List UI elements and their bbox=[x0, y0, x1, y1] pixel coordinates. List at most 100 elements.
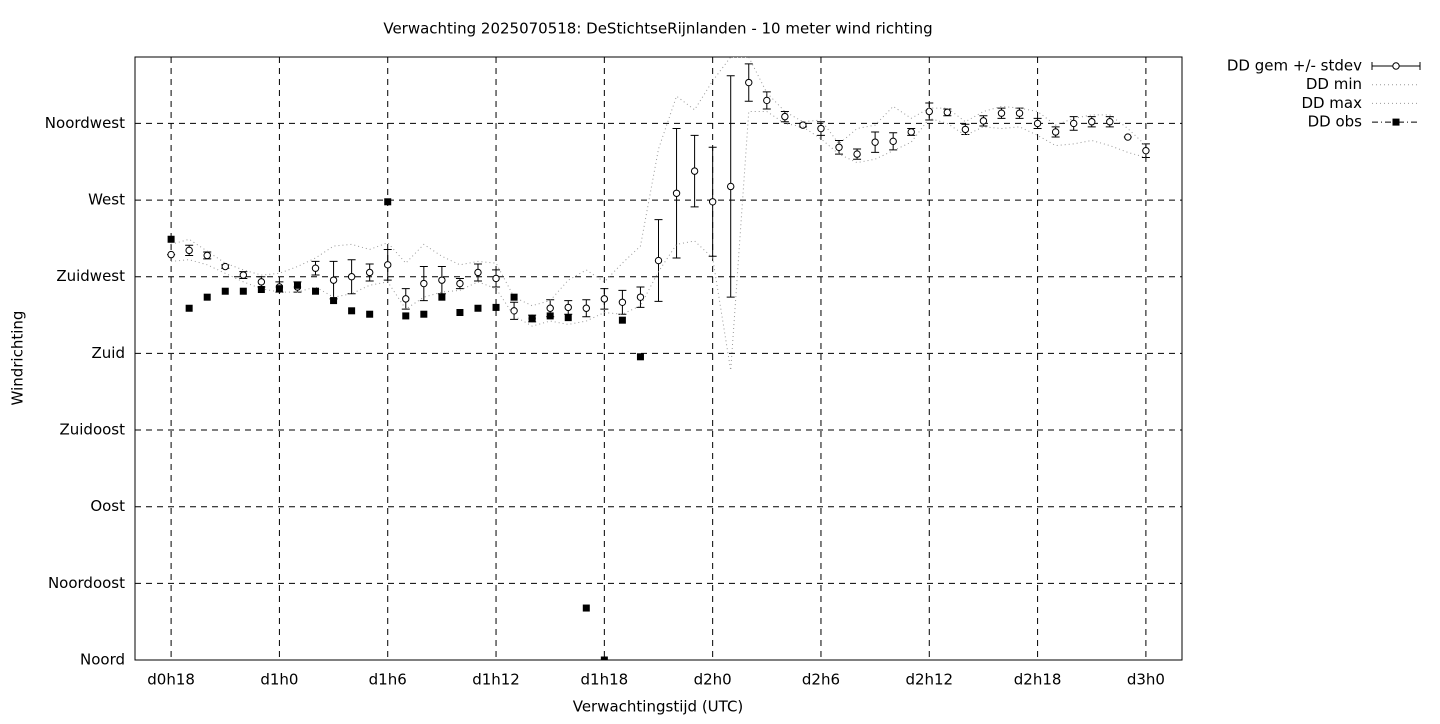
point bbox=[438, 276, 446, 284]
point bbox=[239, 271, 248, 279]
point bbox=[456, 279, 464, 288]
point bbox=[365, 268, 374, 277]
x-tick-label: d2h12 bbox=[905, 671, 953, 689]
point bbox=[348, 307, 356, 315]
point bbox=[546, 304, 554, 312]
point bbox=[528, 314, 536, 322]
x-tick-label: d1h12 bbox=[472, 671, 520, 689]
point bbox=[636, 353, 644, 361]
point bbox=[1051, 128, 1060, 136]
point bbox=[221, 287, 229, 295]
point bbox=[564, 314, 572, 322]
point bbox=[654, 256, 663, 265]
point bbox=[564, 303, 572, 312]
x-tick-label: d2h18 bbox=[1014, 671, 1062, 689]
point bbox=[329, 276, 338, 284]
chart-title: Verwachting 2025070518: DeStichtseRijnla… bbox=[383, 20, 932, 38]
point bbox=[871, 138, 879, 146]
point bbox=[312, 287, 320, 295]
x-tick-label: d1h0 bbox=[260, 671, 298, 689]
point bbox=[203, 293, 211, 301]
point bbox=[257, 278, 266, 286]
plot-area bbox=[167, 57, 1150, 660]
point bbox=[582, 604, 590, 612]
point bbox=[582, 304, 590, 312]
point bbox=[492, 274, 500, 283]
point bbox=[835, 143, 843, 151]
point bbox=[474, 304, 482, 312]
point bbox=[889, 137, 897, 146]
point bbox=[275, 285, 283, 293]
point bbox=[347, 273, 356, 281]
point bbox=[384, 261, 392, 269]
point bbox=[167, 235, 175, 243]
point bbox=[167, 250, 175, 259]
point bbox=[546, 312, 554, 320]
x-tick-label: d3h0 bbox=[1127, 671, 1165, 689]
x-tick-label: d2h6 bbox=[802, 671, 840, 689]
point bbox=[492, 303, 500, 311]
point bbox=[203, 251, 211, 260]
point bbox=[672, 189, 681, 197]
x-tick-label: d1h18 bbox=[581, 671, 629, 689]
point bbox=[925, 107, 933, 116]
legend-label: DD min bbox=[1306, 75, 1362, 93]
point bbox=[727, 182, 735, 191]
point bbox=[600, 295, 609, 303]
point bbox=[510, 307, 518, 315]
point bbox=[781, 112, 789, 121]
y-tick-label: Zuidoost bbox=[59, 421, 125, 439]
point bbox=[600, 656, 608, 660]
point bbox=[456, 309, 464, 317]
point bbox=[1142, 146, 1150, 155]
y-tick-label: Noordoost bbox=[48, 574, 125, 592]
point bbox=[185, 304, 193, 312]
legend-swatch bbox=[1392, 118, 1400, 126]
legend-label: DD gem +/- stdev bbox=[1227, 57, 1362, 75]
point bbox=[221, 262, 229, 271]
point bbox=[1015, 109, 1024, 117]
point bbox=[510, 293, 518, 301]
point bbox=[293, 281, 301, 289]
x-tick-label: d2h0 bbox=[694, 671, 732, 689]
point bbox=[257, 286, 265, 294]
x-tick-label: d1h6 bbox=[369, 671, 407, 689]
point bbox=[402, 295, 410, 303]
point bbox=[1124, 133, 1132, 141]
point bbox=[618, 298, 627, 306]
point bbox=[961, 125, 970, 134]
y-axis-label: Windrichting bbox=[9, 311, 27, 406]
point bbox=[799, 121, 807, 129]
point bbox=[745, 78, 753, 87]
y-tick-label: Noord bbox=[80, 651, 125, 669]
point bbox=[402, 312, 410, 320]
point bbox=[1033, 119, 1042, 128]
point bbox=[636, 293, 645, 301]
x-axis-label: Verwachtingstijd (UTC) bbox=[573, 698, 744, 716]
point bbox=[907, 128, 915, 136]
point bbox=[618, 316, 626, 324]
legend-label: DD max bbox=[1301, 94, 1362, 112]
point bbox=[763, 96, 771, 105]
y-tick-label: Zuid bbox=[92, 344, 125, 362]
legend-label: DD obs bbox=[1308, 113, 1363, 131]
point bbox=[1088, 118, 1096, 126]
y-tick-label: West bbox=[88, 191, 125, 209]
point bbox=[384, 198, 392, 206]
point bbox=[239, 287, 247, 295]
point bbox=[690, 167, 699, 175]
point bbox=[997, 109, 1006, 117]
point bbox=[311, 264, 320, 272]
point bbox=[366, 310, 374, 318]
point bbox=[1069, 119, 1078, 128]
point bbox=[438, 293, 446, 301]
point bbox=[817, 124, 825, 133]
x-tick-label: d0h18 bbox=[147, 671, 195, 689]
point bbox=[330, 297, 338, 305]
point bbox=[979, 117, 988, 125]
point bbox=[708, 198, 717, 206]
plot-frame bbox=[134, 56, 1183, 661]
point bbox=[1106, 118, 1114, 126]
point bbox=[943, 108, 952, 117]
